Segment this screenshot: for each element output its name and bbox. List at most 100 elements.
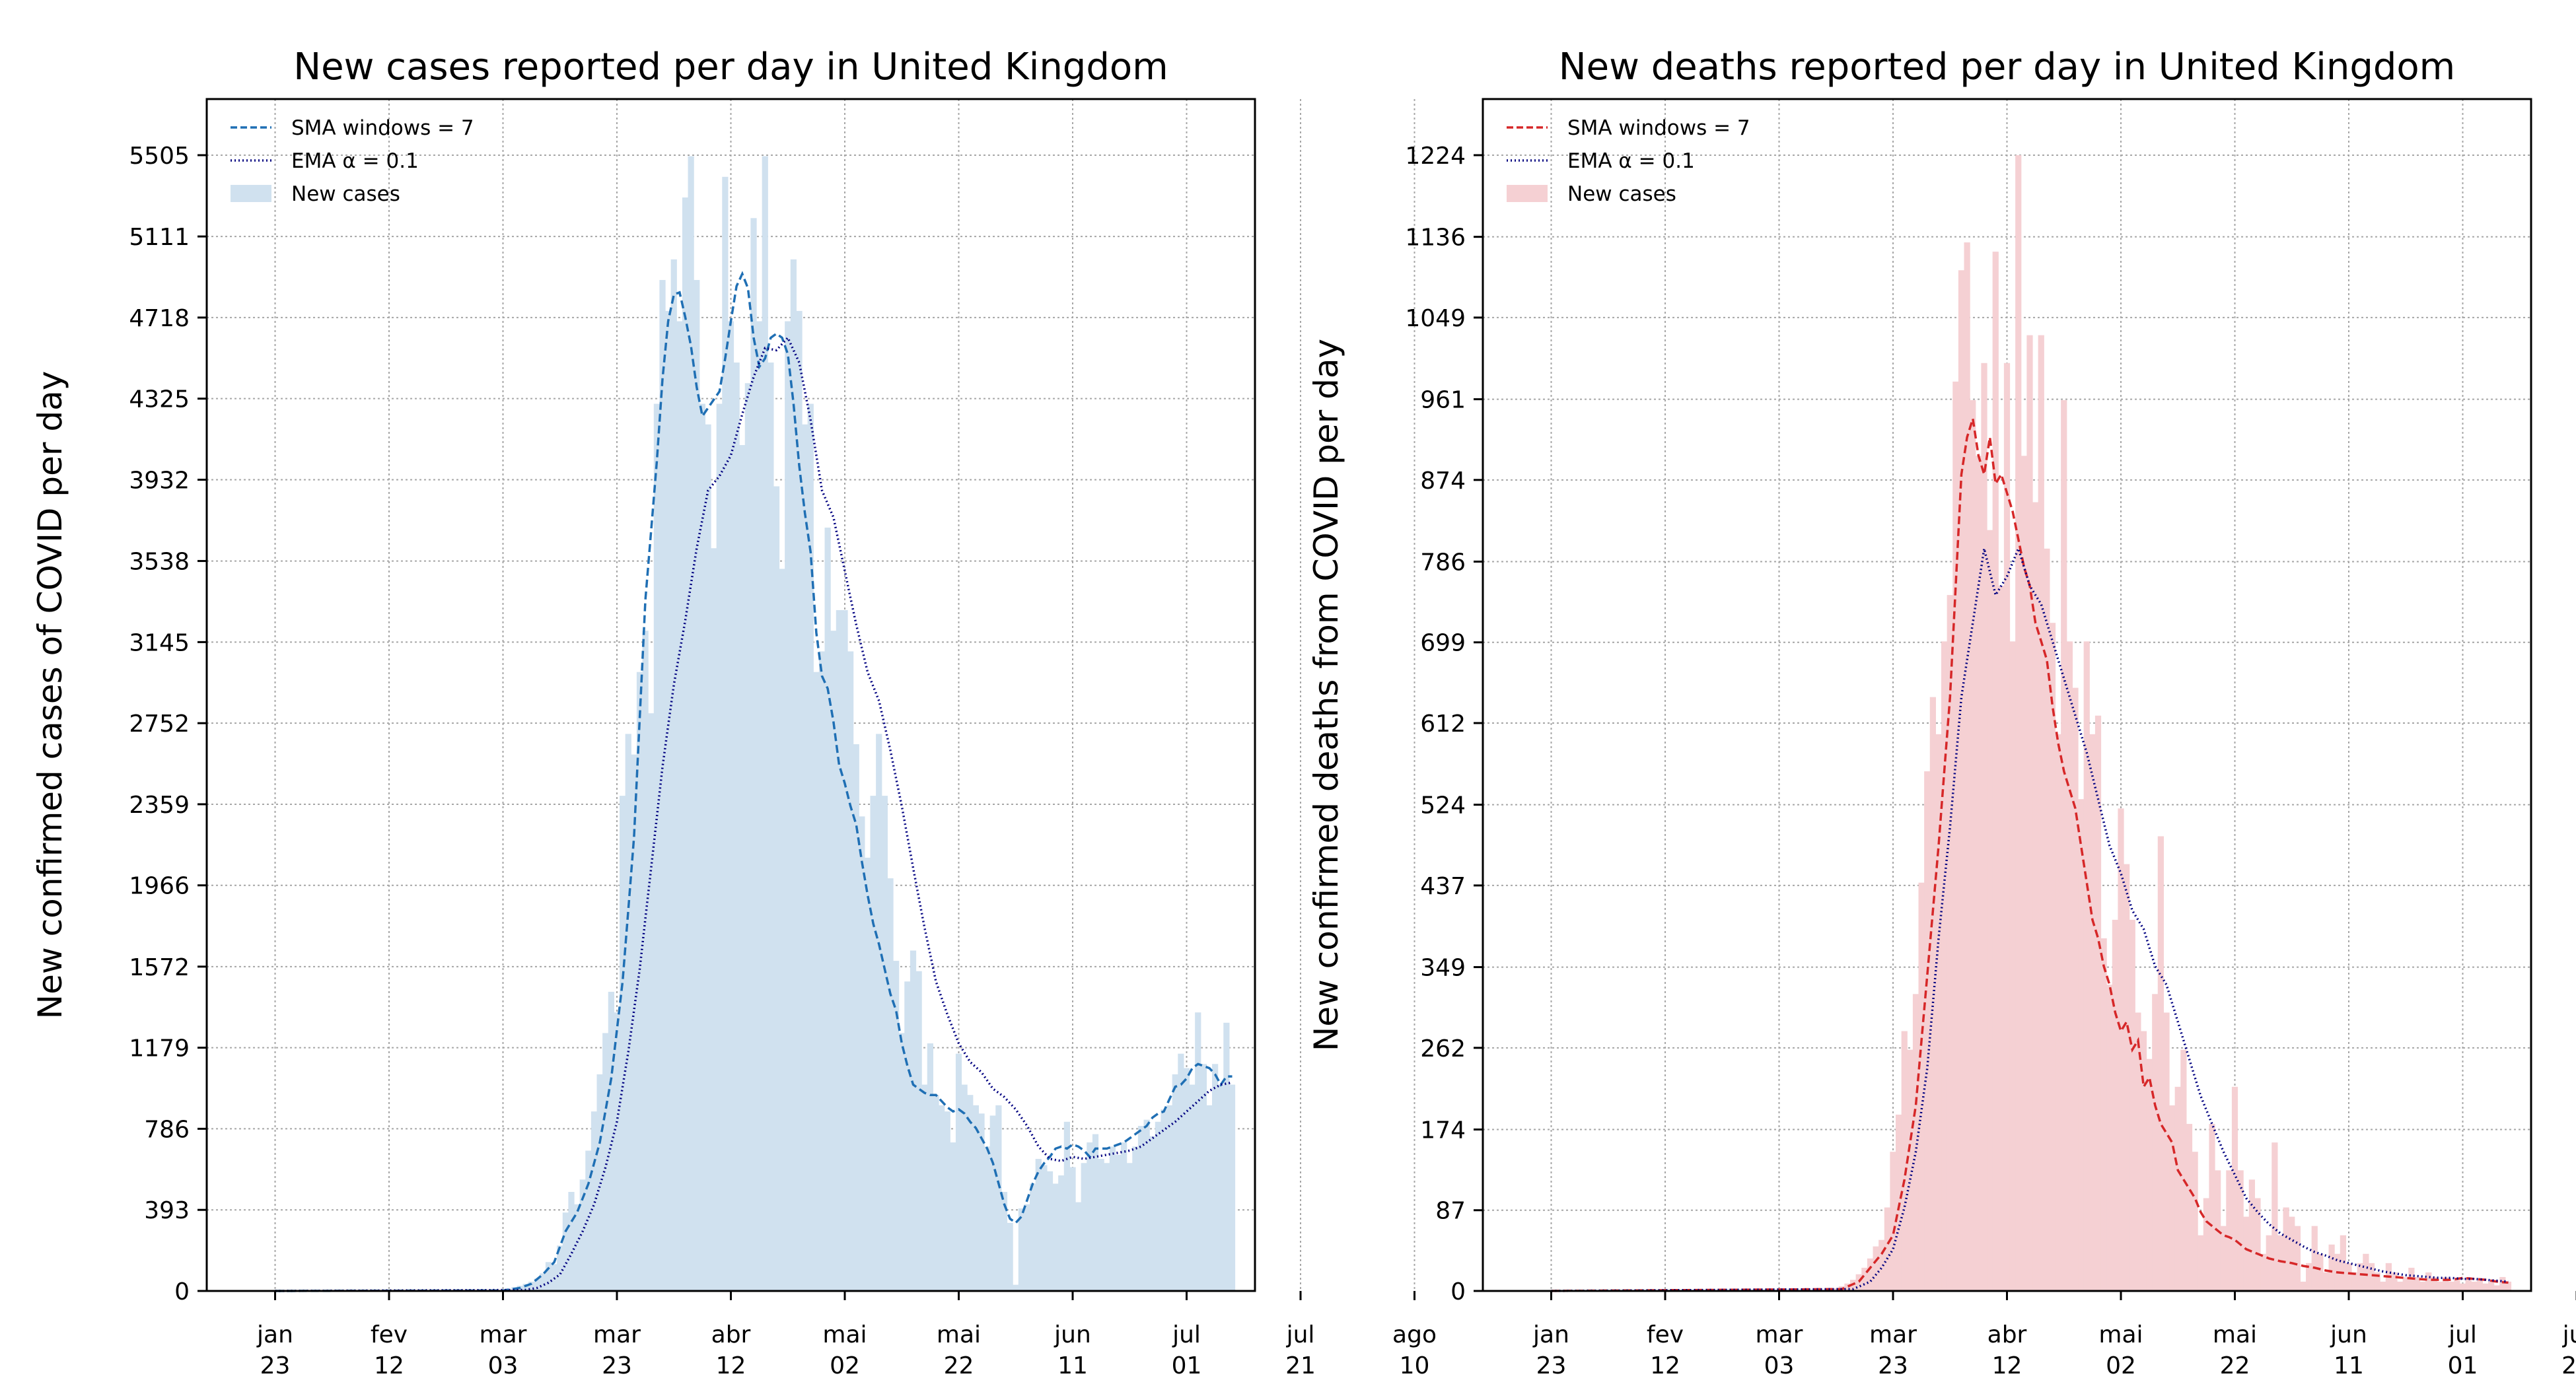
x-tick-month: jul: [2448, 1321, 2477, 1348]
bar: [927, 1043, 933, 1291]
bar: [836, 610, 842, 1291]
bar: [2488, 1282, 2494, 1291]
bar: [2454, 1280, 2460, 1291]
bar: [2295, 1226, 2301, 1291]
bar: [1121, 1142, 1127, 1291]
y-tick-label: 874: [1420, 468, 1466, 495]
bar: [1132, 1146, 1138, 1291]
x-tick-day: 02: [830, 1352, 860, 1379]
bar: [2471, 1282, 2477, 1291]
bar: [865, 858, 871, 1291]
bar: [1036, 1159, 1042, 1291]
bar: [1030, 1184, 1036, 1291]
legend-sma-label: SMA windows = 7: [1567, 116, 1750, 140]
bar: [2095, 716, 2101, 1291]
y-tick-label: 3932: [129, 467, 190, 494]
y-tick-label: 437: [1420, 873, 1466, 900]
bar: [1970, 400, 1976, 1291]
bar: [2289, 1217, 2295, 1291]
bar: [956, 1054, 962, 1291]
bar: [825, 528, 831, 1291]
x-tick-month: jul: [1172, 1321, 1201, 1348]
bar: [739, 445, 745, 1291]
bar: [2482, 1284, 2488, 1291]
bar: [563, 1212, 569, 1291]
bar: [2249, 1179, 2255, 1291]
bar: [1206, 1105, 1212, 1291]
bar: [939, 1105, 945, 1291]
bar: [910, 950, 916, 1291]
x-tick-day: 01: [1172, 1352, 1202, 1379]
x-tick-month: mar: [1756, 1321, 1803, 1348]
bar: [1190, 1085, 1196, 1291]
bar: [1952, 382, 1958, 1291]
x-tick-day: 23: [1536, 1352, 1567, 1379]
legend-bar-label: New cases: [1567, 182, 1676, 206]
bar: [2317, 1254, 2323, 1291]
bar: [2499, 1277, 2505, 1291]
bar: [2260, 1254, 2266, 1291]
bar: [2021, 456, 2027, 1291]
bar: [1075, 1202, 1081, 1291]
bar: [711, 548, 717, 1291]
y-tick-label: 262: [1420, 1035, 1466, 1062]
bar: [2169, 1105, 2175, 1291]
bar: [2175, 1087, 2181, 1291]
bar: [768, 363, 773, 1291]
y-tick-label: 612: [1420, 711, 1466, 738]
y-tick-label: 5505: [129, 143, 190, 170]
x-tick-month: mar: [1869, 1321, 1917, 1348]
bar: [995, 1105, 1001, 1291]
bar: [654, 403, 660, 1291]
y-axis-label: New confirmed deaths from COVID per day: [1307, 339, 1345, 1051]
bar: [2345, 1263, 2351, 1291]
bar: [1907, 1050, 1913, 1291]
bar: [1138, 1126, 1144, 1291]
bar: [945, 1111, 950, 1291]
bar: [671, 260, 677, 1291]
bar: [1155, 1122, 1161, 1291]
bar: [1087, 1142, 1092, 1291]
bar: [847, 651, 853, 1291]
bar: [1081, 1163, 1087, 1291]
bar: [1172, 1074, 1178, 1291]
bar: [921, 1085, 927, 1291]
bar: [802, 425, 808, 1291]
bar: [2112, 920, 2118, 1291]
bar: [1867, 1259, 1873, 1291]
y-tick-label: 961: [1420, 387, 1466, 414]
bar: [676, 322, 682, 1291]
bar: [1069, 1167, 1075, 1291]
bar: [1981, 363, 1987, 1291]
x-tick-day: 03: [1764, 1352, 1795, 1379]
bar: [2147, 1059, 2153, 1291]
y-tick-label: 1966: [129, 873, 190, 900]
bar: [2312, 1226, 2318, 1291]
bar: [2266, 1235, 2272, 1291]
bar: [2163, 1012, 2169, 1291]
bar: [2329, 1245, 2335, 1291]
chart-title: New deaths reported per day in United Ki…: [1559, 46, 2455, 88]
y-tick-label: 1049: [1405, 305, 1466, 332]
bar: [1924, 771, 1930, 1291]
y-tick-label: 1136: [1405, 225, 1466, 252]
bar: [882, 796, 888, 1291]
bar: [2186, 1124, 2192, 1291]
x-tick-month: ago: [1392, 1321, 1437, 1348]
bar: [762, 156, 768, 1291]
bar: [1958, 270, 1964, 1291]
bar: [1919, 883, 1925, 1291]
bar: [1161, 1109, 1166, 1291]
x-tick-day: 23: [1878, 1352, 1908, 1379]
y-tick-label: 0: [174, 1278, 190, 1305]
bar: [1007, 1223, 1013, 1291]
bar: [1058, 1175, 1064, 1291]
bar: [2243, 1217, 2249, 1291]
bar: [2380, 1282, 2386, 1291]
bar: [916, 971, 922, 1291]
bar: [1229, 1085, 1235, 1291]
x-tick-day: 21: [2561, 1352, 2576, 1379]
x-tick-day: 22: [944, 1352, 974, 1379]
y-tick-label: 2752: [129, 711, 190, 738]
